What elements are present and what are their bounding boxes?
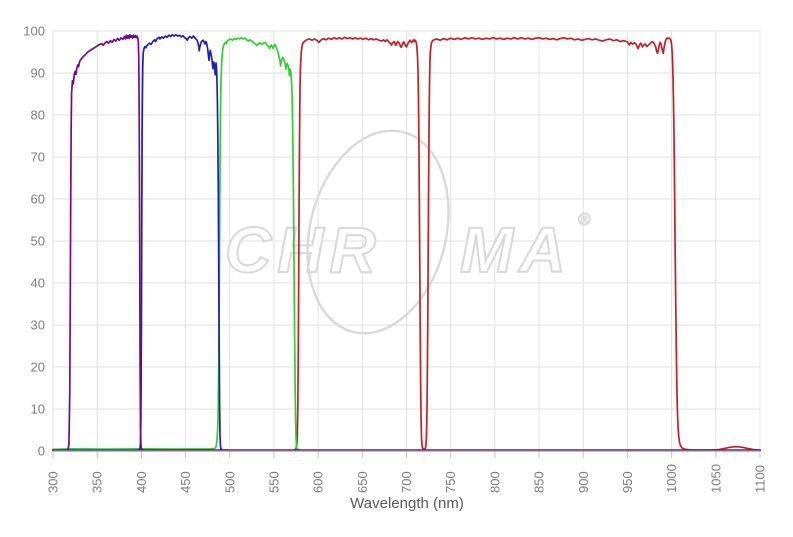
- x-tick-label: 400: [134, 471, 149, 493]
- x-tick-label: 1100: [753, 465, 768, 493]
- watermark-text-ma: MA: [460, 214, 572, 286]
- x-tick-label: 900: [576, 471, 591, 493]
- x-tick-label: 1000: [664, 464, 679, 493]
- y-tick-label: 90: [31, 66, 45, 81]
- grid-lines: [52, 30, 761, 452]
- x-tick-label: 350: [90, 471, 105, 493]
- y-tick-label: 30: [31, 318, 45, 333]
- x-tick-label: 1050: [708, 464, 723, 493]
- curve-green-bandpass: [52, 36, 761, 452]
- x-tick-label: 300: [46, 471, 61, 493]
- filter-transmission-curves: [52, 33, 761, 452]
- x-tick-label: 850: [532, 471, 547, 493]
- x-tick-label: 650: [355, 471, 370, 493]
- x-tick-label: 950: [620, 471, 635, 493]
- x-tick-label: 800: [487, 471, 502, 493]
- x-tick-label: 700: [399, 471, 414, 493]
- y-tick-label: 40: [31, 276, 45, 291]
- watermark-registered-trademark-icon: ®: [578, 210, 591, 229]
- y-tick-label: 0: [38, 444, 45, 459]
- y-tick-label: 20: [31, 360, 45, 375]
- y-tick-label: 100: [23, 24, 45, 39]
- curve-violet-bandpass: [52, 33, 761, 452]
- y-tick-label: 80: [31, 108, 45, 123]
- x-tick-label: 450: [178, 471, 193, 493]
- curve-blue-bandpass: [52, 33, 761, 452]
- x-tick-label: 750: [443, 471, 458, 493]
- y-tick-label: 10: [31, 402, 45, 417]
- chroma-watermark: CHR MA ®: [224, 129, 592, 335]
- watermark-swoosh-ellipse: [306, 129, 450, 335]
- y-tick-label: 60: [31, 192, 45, 207]
- watermark-text-chr: CHR: [225, 214, 382, 286]
- x-axis-title: Wavelength (nm): [350, 495, 464, 512]
- x-tick-label: 600: [311, 471, 326, 493]
- y-tick-label: 70: [31, 150, 45, 165]
- y-tick-label: 50: [31, 234, 45, 249]
- x-tick-label: 550: [266, 471, 281, 493]
- axis-layer: 0 10 20 30 40 50 60 70 80 90 100 300 350 400 450 500 550…: [23, 24, 767, 494]
- curve-red-multiband-pass: [52, 36, 761, 452]
- x-tick-label: 500: [222, 471, 237, 493]
